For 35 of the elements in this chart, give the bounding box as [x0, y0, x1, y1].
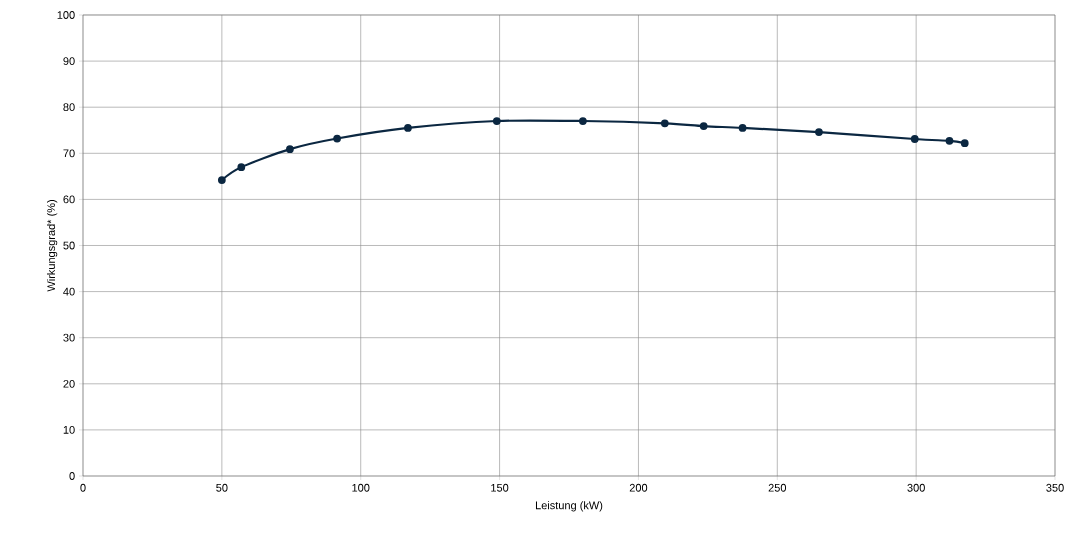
y-tick-label: 70: [63, 149, 75, 158]
point: [286, 145, 294, 154]
y-tick-label: 10: [63, 426, 75, 434]
x-tick-label: 250: [768, 483, 787, 492]
point: [699, 122, 708, 130]
y-tick-label: 80: [63, 103, 75, 112]
y-tick-label: 50: [63, 241, 75, 250]
point: [738, 124, 747, 132]
y-tick-label: 40: [63, 287, 75, 296]
point: [579, 117, 587, 125]
point: [333, 134, 341, 143]
point: [815, 128, 823, 136]
x-tick-label: 300: [907, 483, 925, 492]
y-tick-label: 20: [63, 379, 75, 388]
y-tick-label: 60: [63, 195, 75, 204]
y-axis-title: Wirkungsgrad* (%): [47, 200, 58, 292]
point: [217, 176, 226, 184]
point: [660, 119, 669, 128]
x-tick-label: 0: [80, 483, 86, 492]
y-tick-label: 90: [63, 57, 75, 65]
x-tick-label: 350: [1046, 483, 1064, 492]
x-tick-label: 200: [629, 483, 648, 492]
x-tick-label: 100: [352, 483, 370, 492]
y-tick-label: 0: [69, 472, 75, 480]
point: [237, 163, 246, 172]
point: [910, 135, 919, 143]
point: [492, 117, 501, 125]
point: [960, 139, 969, 148]
x-tick-label: 50: [216, 483, 228, 492]
point: [945, 136, 954, 145]
y-tick-label: 100: [57, 11, 75, 19]
y-tick-label: 30: [63, 333, 75, 342]
x-axis-title: Leistung (kW): [535, 501, 603, 512]
point: [404, 124, 412, 132]
x-tick-label: 150: [491, 483, 509, 492]
